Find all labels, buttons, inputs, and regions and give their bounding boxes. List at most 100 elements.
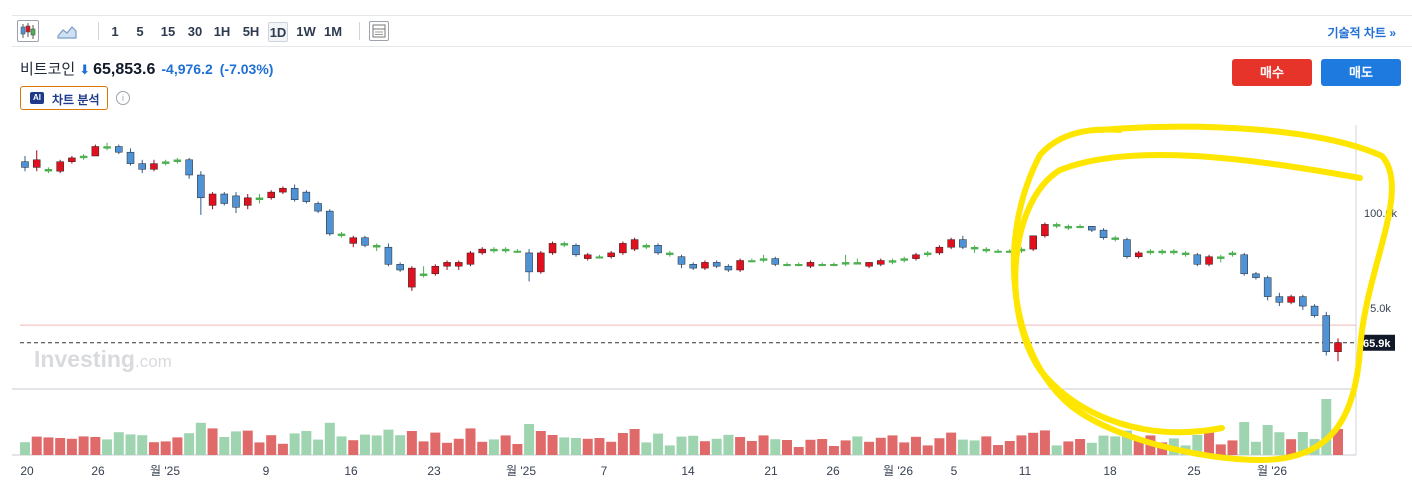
highlight-inner-stroke <box>1012 151 1363 436</box>
highlight-outer-stroke <box>1010 123 1395 464</box>
layout-icon[interactable] <box>369 21 389 41</box>
candle-body <box>701 262 709 269</box>
candle-body <box>759 258 768 261</box>
volume-bar <box>758 435 769 455</box>
candle-body <box>302 191 311 202</box>
candle-body <box>595 256 604 259</box>
candle <box>361 235 369 248</box>
candle-body <box>900 258 908 261</box>
candle-body <box>290 188 299 200</box>
candle-body <box>689 264 697 269</box>
candle <box>1099 228 1108 240</box>
candlestick-icon[interactable] <box>17 20 39 42</box>
volume-bar <box>78 436 89 455</box>
candle <box>783 262 791 267</box>
candle-body <box>1111 237 1120 240</box>
candle <box>970 245 979 253</box>
candle <box>1088 226 1096 232</box>
candle-body <box>1299 296 1307 307</box>
candle-body <box>947 239 955 248</box>
candle-body <box>572 245 580 256</box>
ai-chart-analysis-button[interactable]: AI 차트 분석 <box>20 86 108 110</box>
candle <box>595 254 604 259</box>
candle-body <box>1275 296 1284 303</box>
volume-bar <box>993 445 1004 455</box>
candle-body <box>267 191 275 199</box>
timeframe-1d[interactable]: 1D <box>268 22 288 42</box>
volume-bar <box>852 436 863 455</box>
candle <box>1146 249 1155 255</box>
volume-bar <box>770 439 781 455</box>
candle <box>525 249 533 282</box>
candle-body <box>607 252 615 257</box>
volume-bar <box>383 429 394 455</box>
candle <box>1275 292 1284 307</box>
candle <box>150 159 158 172</box>
timeframe-5[interactable]: 5 <box>136 24 144 39</box>
volume-bar <box>477 441 488 455</box>
candle-body <box>619 243 627 254</box>
candle <box>513 249 522 253</box>
candle <box>1158 249 1166 255</box>
candle <box>1076 224 1084 229</box>
volume-bar <box>981 436 992 455</box>
volume-bar <box>1286 439 1297 455</box>
candle <box>126 148 135 166</box>
timeframe-30[interactable]: 30 <box>187 24 203 39</box>
volume-bar <box>242 430 253 455</box>
candle-body <box>677 256 686 265</box>
candle-body <box>150 163 158 170</box>
timeframe-1h[interactable]: 1H <box>213 24 231 39</box>
timeframe-1m[interactable]: 1M <box>323 24 343 39</box>
candle-body <box>68 157 76 162</box>
volume-bar <box>899 442 910 455</box>
candle-body <box>1134 252 1143 257</box>
volume-bar <box>1110 436 1121 455</box>
candle <box>408 266 416 291</box>
volume-bar <box>207 428 218 455</box>
candle-body <box>1322 315 1331 352</box>
info-icon[interactable]: i <box>116 91 130 105</box>
last-price: 65,853.6 <box>93 61 156 78</box>
candle-body <box>44 169 53 172</box>
candle-body <box>91 146 100 157</box>
price-change: -4,976.2 <box>161 61 213 77</box>
candle-body <box>642 245 651 248</box>
area-chart-icon[interactable] <box>56 20 78 42</box>
sell-button[interactable]: 매도 <box>1321 59 1401 86</box>
volume-bar <box>184 433 195 455</box>
watermark-suffix: .com <box>135 352 172 371</box>
candle-body <box>818 264 826 267</box>
volume-bar <box>1297 432 1308 455</box>
candle-body <box>126 151 135 164</box>
candle-body <box>501 248 510 252</box>
volume-bar <box>1004 441 1015 455</box>
volume-bar <box>559 437 570 455</box>
buy-button[interactable]: 매수 <box>1232 59 1312 86</box>
candle <box>501 247 510 253</box>
timeframe-5h[interactable]: 5H <box>242 24 260 39</box>
candle <box>349 235 357 248</box>
candle <box>314 201 322 213</box>
candle-body <box>185 159 193 176</box>
candle <box>830 262 838 267</box>
candle-body <box>21 161 29 168</box>
candle-body <box>1099 229 1108 238</box>
candle <box>302 190 311 204</box>
volume-bar <box>430 432 441 455</box>
technical-chart-link[interactable]: 기술적 차트 » <box>1327 26 1396 40</box>
timeframe-1[interactable]: 1 <box>111 24 119 39</box>
candle-body <box>794 264 803 267</box>
volume-bar <box>864 441 875 455</box>
candle-body <box>1228 252 1237 256</box>
candle-body <box>361 237 369 246</box>
timeframe-1w[interactable]: 1W <box>296 24 316 39</box>
candle <box>1263 275 1272 301</box>
volume-bar <box>969 440 980 455</box>
candle <box>630 237 639 251</box>
candle <box>1123 237 1131 259</box>
candle-body <box>806 262 815 267</box>
timeframe-15[interactable]: 15 <box>160 24 176 39</box>
candle <box>865 262 873 269</box>
